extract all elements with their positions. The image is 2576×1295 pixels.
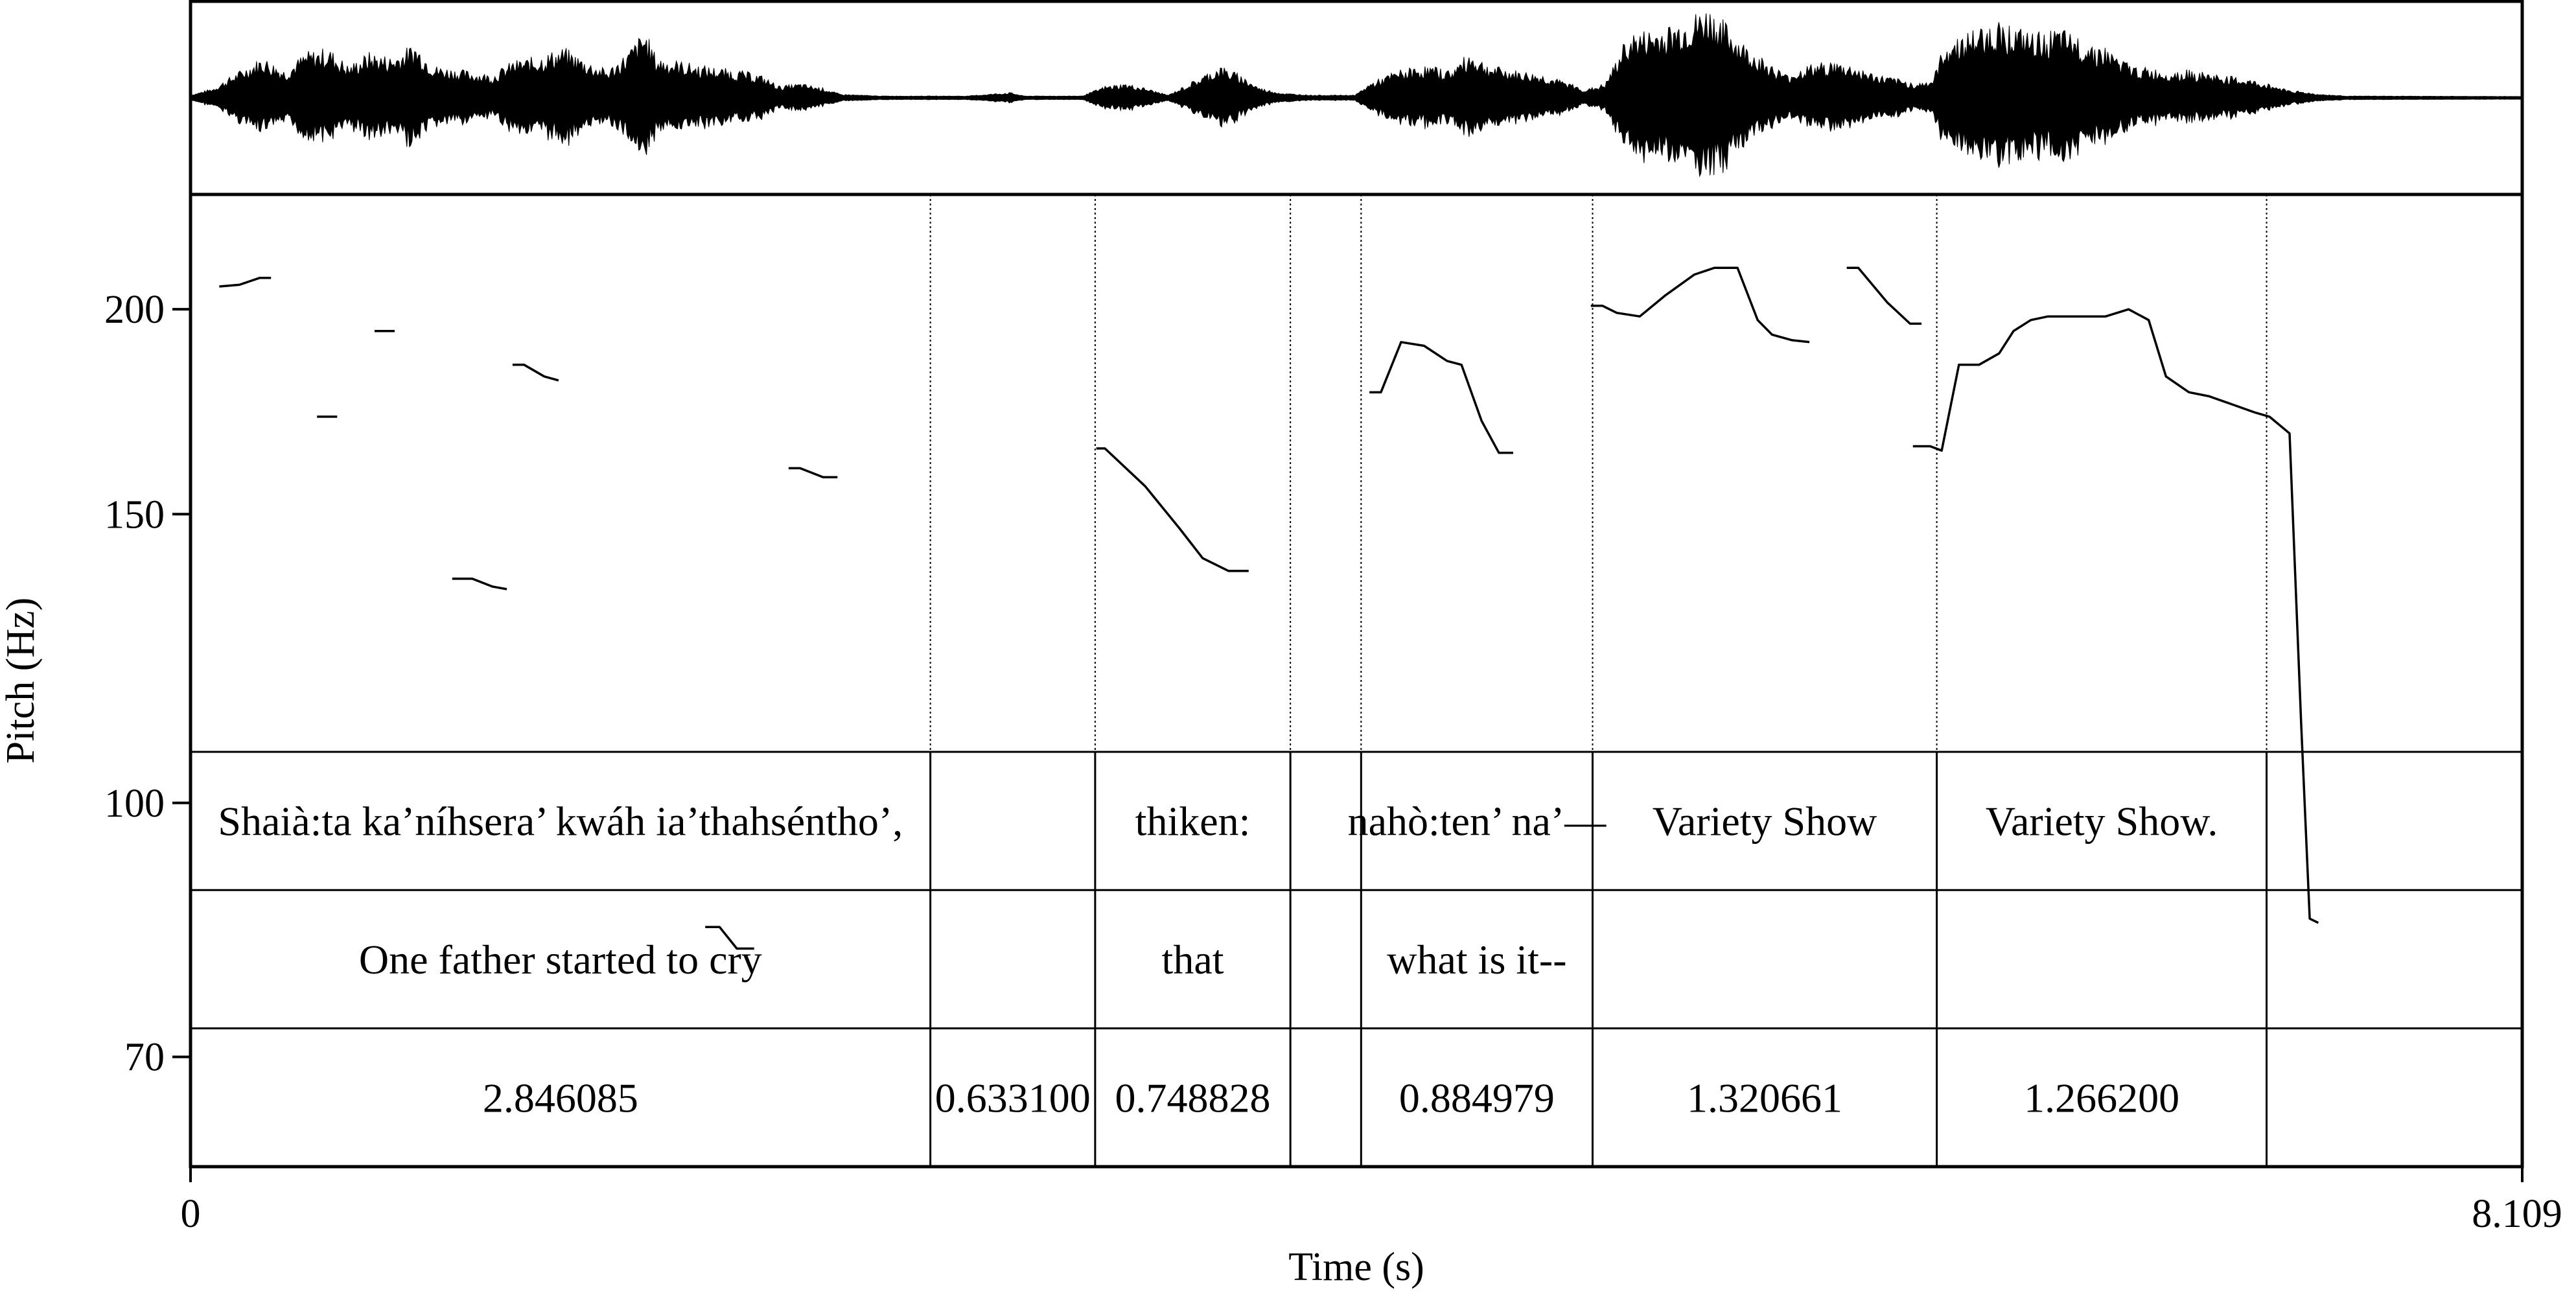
interval-label: One father started to cry	[359, 937, 762, 983]
x-axis: 0 8.109	[181, 1167, 2562, 1236]
pitch-contour	[705, 926, 754, 950]
waveform-panel	[189, 0, 2524, 196]
y-tick-label: 200	[104, 288, 165, 332]
interval-label: 1.320661	[1687, 1075, 1842, 1121]
pitch-contours	[219, 266, 2319, 950]
interval-label: 0.884979	[1399, 1075, 1555, 1121]
pitch-contour	[1590, 266, 1810, 344]
interval-label: what is it--	[1387, 937, 1566, 983]
y-tick-label: 150	[104, 493, 165, 537]
interval-label: that	[1162, 937, 1224, 983]
tier-texts: Shaià:ta ka’níhsera’ kwáh ia’thahséntho’…	[218, 799, 2218, 1121]
y-axis-label: Pitch (Hz)	[0, 598, 43, 764]
pitch-contour	[1369, 341, 1513, 454]
waveform	[190, 13, 2523, 178]
pitch-contour	[219, 277, 272, 288]
interval-label: Variety Show	[1653, 799, 1877, 845]
y-axis: 70 100 150 200	[104, 288, 191, 1080]
interval-label: 0.633100	[935, 1075, 1091, 1121]
pitch-contour	[788, 467, 838, 478]
x-tick-label: 8.109	[2472, 1192, 2562, 1236]
pitch-contour	[452, 578, 507, 590]
tier-lines	[191, 751, 2522, 1167]
interval-label: nahò:ten’ na’—	[1348, 799, 1607, 845]
pitch-frame	[189, 192, 2524, 1169]
interval-label: 0.748828	[1115, 1075, 1271, 1121]
pitch-contour	[1846, 266, 1922, 325]
y-tick-label: 70	[124, 1036, 165, 1080]
y-tick-label: 100	[104, 782, 165, 826]
pitch-contour	[1096, 447, 1249, 572]
x-tick-label: 0	[181, 1192, 201, 1236]
x-axis-label: Time (s)	[1288, 1245, 1424, 1289]
interval-label: Shaià:ta ka’níhsera’ kwáh ia’thahséntho’…	[218, 799, 903, 845]
interval-label: 2.846085	[483, 1075, 638, 1121]
pitch-contour	[512, 364, 559, 382]
pitch-panel: Shaià:ta ka’níhsera’ kwáh ia’thahséntho’…	[189, 192, 2524, 1169]
interval-label: thiken:	[1135, 799, 1251, 845]
interval-label: Variety Show.	[1986, 799, 2218, 845]
interval-boundaries-dotted	[929, 194, 2268, 752]
pitch-contour	[1912, 308, 2319, 924]
interval-label: 1.266200	[2024, 1075, 2179, 1121]
